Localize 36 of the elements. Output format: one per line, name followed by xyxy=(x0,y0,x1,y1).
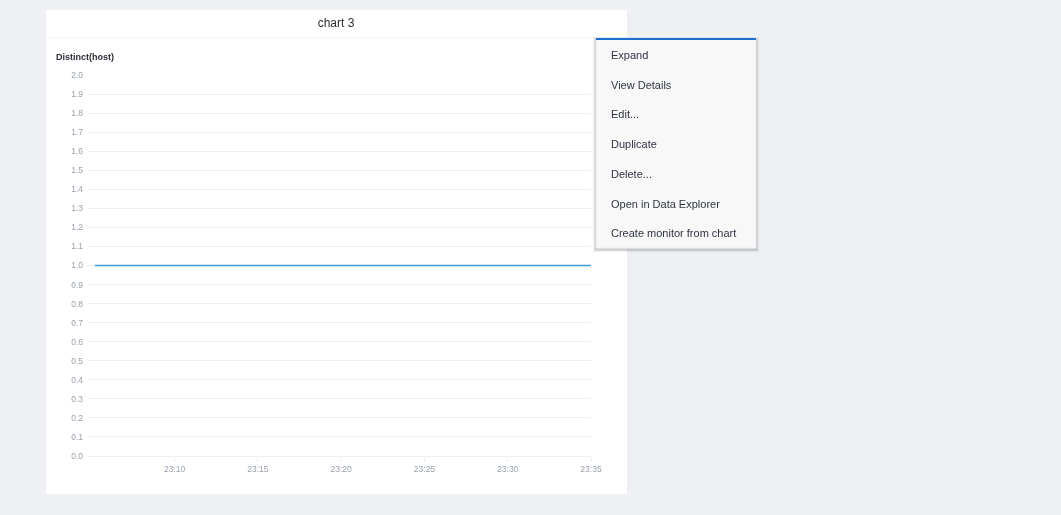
x-tick-label: 23:30 xyxy=(497,464,519,475)
y-tick-label: 1.7 xyxy=(71,127,84,138)
x-tick-label: 23:15 xyxy=(247,464,269,475)
x-tick-label: 23:35 xyxy=(580,464,602,475)
x-tick-label: 23:25 xyxy=(413,464,436,475)
y-tick-label: 1.1 xyxy=(71,241,84,252)
text: Open in Data Explorer xyxy=(611,198,721,210)
y-tick-label: 0.3 xyxy=(71,393,84,404)
x-tick-label: 23:20 xyxy=(330,464,353,475)
chart-title: chart 3 xyxy=(317,16,355,31)
y-tick-label: 1.4 xyxy=(71,184,84,195)
y-tick-label: 0.4 xyxy=(71,374,84,385)
y-tick-label: 0.8 xyxy=(71,298,84,309)
y-tick-label: 0.6 xyxy=(71,336,84,347)
y-tick-label: 1.8 xyxy=(71,108,84,119)
y-tick-label: 1.3 xyxy=(71,203,84,214)
y-tick-label: 1.5 xyxy=(71,165,84,176)
y-axis-title: Distinct(host) xyxy=(56,52,114,62)
x-tick-label: 23:10 xyxy=(163,464,186,475)
y-tick-label: 0.9 xyxy=(71,279,84,290)
text: Duplicate xyxy=(611,138,657,150)
y-tick-label: 2.0 xyxy=(71,69,84,80)
y-tick-label: 0.7 xyxy=(71,317,84,328)
y-tick-label: 0.2 xyxy=(71,412,84,423)
y-tick-label: 1.0 xyxy=(71,260,84,271)
text: View Details xyxy=(611,79,672,91)
text: Delete... xyxy=(611,168,652,180)
text: Expand xyxy=(611,49,649,61)
text: Edit... xyxy=(611,108,640,120)
y-tick-label: 0.1 xyxy=(71,431,84,442)
y-tick-label: 0.0 xyxy=(71,450,84,461)
y-tick-label: 0.5 xyxy=(71,355,84,366)
y-tick-label: 1.6 xyxy=(71,146,84,157)
y-tick-label: 1.2 xyxy=(71,222,84,233)
text: Create monitor from chart xyxy=(611,227,737,239)
y-tick-label: 1.9 xyxy=(71,89,84,100)
